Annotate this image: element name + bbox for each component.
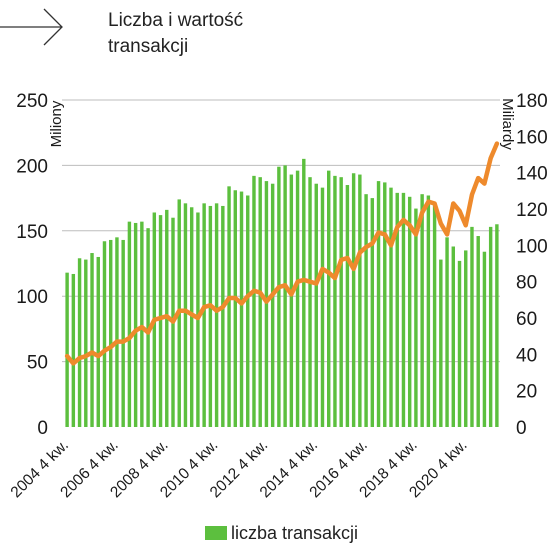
- bar: [407, 196, 412, 427]
- bar: [239, 191, 244, 427]
- bar: [495, 224, 499, 427]
- bar: [65, 272, 69, 427]
- bar: [302, 158, 306, 428]
- bar: [133, 222, 138, 427]
- bar: [482, 251, 487, 427]
- bar: [488, 226, 493, 427]
- left-tick-label: 50: [27, 353, 48, 374]
- bar: [77, 258, 82, 427]
- arrow-icon: [0, 8, 63, 46]
- bar: [221, 205, 225, 427]
- bar: [283, 165, 287, 427]
- bar: [439, 259, 443, 427]
- left-tick-label: 200: [16, 156, 48, 177]
- bar: [90, 253, 94, 427]
- bar: [457, 260, 462, 427]
- line-series-path: [64, 141, 500, 366]
- bar: [202, 203, 206, 427]
- bar: [109, 239, 113, 427]
- bar: [227, 186, 231, 427]
- left-tick-label: 150: [16, 222, 48, 243]
- bar: [127, 221, 132, 427]
- bar: [214, 203, 219, 427]
- bar: [327, 170, 331, 427]
- bar: [470, 226, 474, 427]
- bar: [96, 256, 100, 427]
- bar: [389, 187, 393, 427]
- bar: [246, 195, 250, 427]
- bar: [71, 273, 76, 427]
- bar: [295, 170, 300, 427]
- line-series: [64, 141, 500, 366]
- bar: [308, 177, 312, 427]
- bar: [432, 204, 437, 427]
- bar: [115, 237, 119, 427]
- left-tick-label: 100: [16, 287, 48, 308]
- bar: [358, 174, 362, 427]
- bar: [158, 215, 163, 427]
- right-axis-ticks: 0 20 40 60 80 100 120 140 160 180: [516, 91, 548, 439]
- bar: [314, 183, 318, 427]
- bar: [258, 177, 262, 427]
- left-tick-label: 0: [37, 418, 48, 439]
- right-tick-label: 140: [516, 164, 548, 185]
- bar: [451, 246, 455, 427]
- bar: [370, 198, 375, 427]
- left-axis-label: Miliony: [48, 100, 65, 147]
- bar: [208, 205, 213, 427]
- bar: [345, 185, 350, 427]
- bar: [183, 203, 188, 427]
- bar: [383, 182, 387, 427]
- left-axis-ticks: 0 50 100 150 200 250: [16, 91, 48, 439]
- right-tick-label: 120: [516, 200, 548, 221]
- bar: [320, 187, 325, 427]
- right-tick-label: 0: [516, 418, 527, 439]
- bar-series: [65, 158, 499, 428]
- bar: [376, 181, 381, 427]
- bar: [464, 250, 468, 427]
- legend-label: liczba transakcji: [231, 522, 359, 543]
- right-tick-label: 20: [516, 382, 537, 403]
- bar: [121, 239, 125, 427]
- right-tick-label: 60: [516, 309, 537, 330]
- right-tick-label: 40: [516, 345, 537, 366]
- bar: [270, 183, 275, 427]
- bar: [333, 175, 337, 427]
- bar: [189, 207, 194, 427]
- chart-title: Liczba i wartość transakcji: [108, 10, 244, 57]
- right-tick-label: 180: [516, 91, 548, 112]
- bar: [102, 241, 107, 427]
- right-tick-label: 100: [516, 236, 548, 257]
- bar: [140, 221, 144, 427]
- bar: [420, 194, 424, 427]
- x-axis-ticks: 2004 4 kw.2006 4 kw.2008 4 kw.2010 4 kw.…: [8, 437, 471, 501]
- bar: [233, 190, 237, 427]
- right-tick-label: 80: [516, 273, 537, 294]
- right-tick-label: 160: [516, 127, 548, 148]
- bar: [264, 181, 269, 427]
- bar: [395, 192, 399, 427]
- bar: [445, 237, 449, 427]
- bar: [339, 177, 343, 427]
- bar: [84, 259, 88, 427]
- bar: [289, 174, 294, 427]
- legend-swatch: [205, 526, 227, 540]
- bar: [414, 208, 418, 427]
- bar: [476, 236, 480, 427]
- left-tick-label: 250: [16, 91, 48, 112]
- bar: [426, 195, 431, 427]
- legend: liczba transakcji: [205, 522, 358, 544]
- right-axis-label: Miliardy: [499, 98, 516, 150]
- bar: [364, 194, 368, 427]
- bar: [351, 173, 356, 427]
- bar: [277, 166, 281, 427]
- bar: [401, 192, 406, 427]
- bar: [252, 175, 256, 427]
